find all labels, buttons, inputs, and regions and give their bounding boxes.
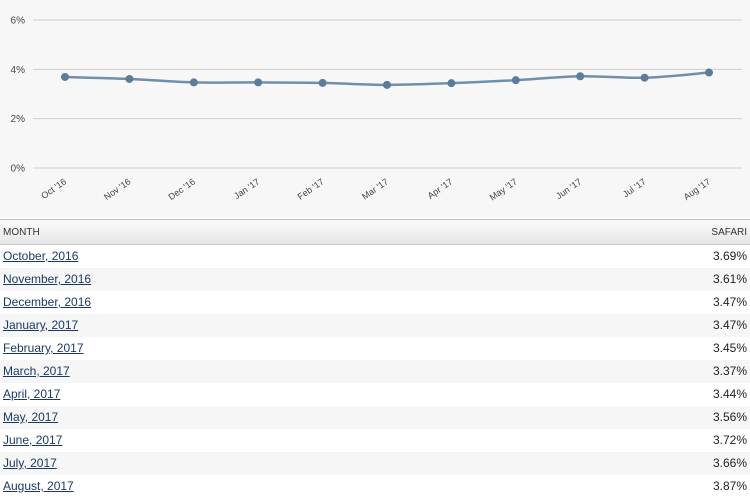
data-point[interactable] bbox=[511, 76, 520, 85]
data-point[interactable] bbox=[61, 72, 69, 81]
safari-share-value: 3.87% bbox=[712, 479, 747, 493]
table-row: July, 2017 3.66% bbox=[0, 452, 750, 475]
table-row: February, 2017 3.45% bbox=[0, 337, 750, 360]
table-row: October, 2016 3.69% bbox=[0, 245, 750, 268]
month-link[interactable]: December, 2016 bbox=[3, 295, 92, 309]
table-row: April, 2017 3.44% bbox=[0, 383, 750, 406]
table-row: March, 2017 3.37% bbox=[0, 360, 750, 383]
x-tick-label: Oct '16 bbox=[39, 176, 68, 200]
x-tick-label: Apr '17 bbox=[426, 176, 455, 200]
x-tick-label: Jul '17 bbox=[621, 176, 648, 199]
table-header: MONTH SAFARI bbox=[0, 219, 750, 245]
safari-share-value: 3.69% bbox=[712, 249, 747, 263]
y-tick-label: 6% bbox=[11, 16, 26, 27]
data-point[interactable] bbox=[125, 74, 134, 83]
chart-area: 0% 2% 4% 6% Oct '16 Nov '16 Dec '16 Jan '17 Feb … bbox=[0, 0, 750, 218]
safari-share-value: 3.45% bbox=[712, 341, 747, 355]
month-link[interactable]: January, 2017 bbox=[3, 318, 79, 332]
table-row: June, 2017 3.72% bbox=[0, 429, 750, 452]
data-point[interactable] bbox=[640, 73, 649, 82]
data-point[interactable] bbox=[576, 72, 585, 81]
data-point[interactable] bbox=[254, 78, 263, 87]
table-row: January, 2017 3.47% bbox=[0, 314, 750, 337]
x-tick-label: Nov '16 bbox=[102, 176, 133, 202]
safari-share-value: 3.47% bbox=[712, 318, 747, 332]
y-tick-label: 4% bbox=[11, 65, 26, 76]
safari-share-value: 3.61% bbox=[712, 272, 747, 286]
safari-share-value: 3.47% bbox=[712, 295, 747, 309]
x-tick-label: Mar '17 bbox=[360, 176, 390, 201]
y-tick-label: 0% bbox=[11, 164, 26, 175]
x-tick-label: Feb '17 bbox=[296, 176, 326, 201]
safari-share-value: 3.37% bbox=[712, 364, 747, 378]
month-column-header: MONTH bbox=[3, 227, 40, 238]
table-body: October, 2016 3.69% November, 2016 3.61% Dec… bbox=[0, 245, 750, 498]
table-row: May, 2017 3.56% bbox=[0, 406, 750, 429]
safari-column-header: SAFARI bbox=[711, 227, 747, 238]
x-tick-label: Jun '17 bbox=[554, 176, 583, 201]
month-link[interactable]: June, 2017 bbox=[3, 433, 63, 447]
month-link[interactable]: July, 2017 bbox=[3, 456, 57, 470]
table-row: August, 2017 3.87% bbox=[0, 475, 750, 498]
data-point[interactable] bbox=[318, 78, 327, 87]
month-link[interactable]: May, 2017 bbox=[3, 410, 59, 424]
safari-share-value: 3.66% bbox=[712, 456, 747, 470]
x-tick-label: Jan '17 bbox=[232, 176, 261, 201]
line-chart: 0% 2% 4% 6% Oct '16 Nov '16 Dec '16 Jan '17 Feb … bbox=[11, 16, 742, 203]
y-tick-label: 2% bbox=[11, 114, 26, 125]
safari-share-value: 3.72% bbox=[712, 433, 747, 447]
data-point[interactable] bbox=[189, 78, 198, 87]
month-link[interactable]: November, 2016 bbox=[3, 272, 92, 286]
x-tick-label: Dec '16 bbox=[166, 176, 197, 202]
data-point[interactable] bbox=[383, 80, 391, 89]
month-link[interactable]: February, 2017 bbox=[3, 341, 84, 355]
month-link[interactable]: August, 2017 bbox=[3, 479, 74, 493]
table-row: December, 2016 3.47% bbox=[0, 291, 750, 314]
data-point[interactable] bbox=[705, 68, 713, 77]
data-table: MONTH SAFARI October, 2016 3.69% November,… bbox=[0, 219, 750, 498]
month-link[interactable]: March, 2017 bbox=[3, 364, 70, 378]
table-row: November, 2016 3.61% bbox=[0, 268, 750, 291]
data-point[interactable] bbox=[447, 79, 456, 88]
month-link[interactable]: April, 2017 bbox=[3, 387, 61, 401]
x-tick-label: Aug '17 bbox=[682, 176, 713, 202]
safari-share-value: 3.44% bbox=[712, 387, 747, 401]
safari-share-value: 3.56% bbox=[712, 410, 747, 424]
x-tick-label: May '17 bbox=[488, 176, 519, 202]
month-link[interactable]: October, 2016 bbox=[3, 249, 79, 263]
